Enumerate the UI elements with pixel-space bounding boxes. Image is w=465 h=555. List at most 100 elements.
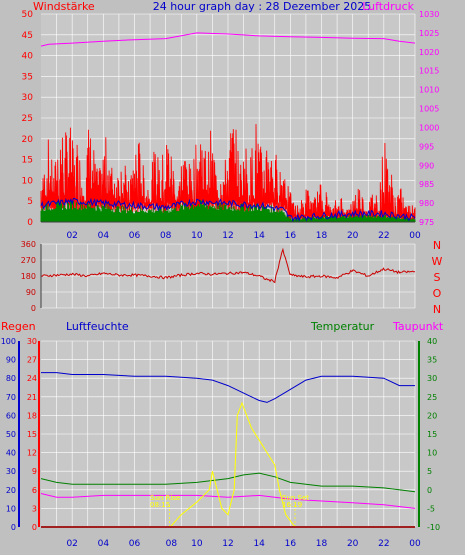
y-tick-label: 9	[32, 467, 37, 476]
x-tick-label: 18	[316, 539, 328, 549]
y-tick-label: 975	[419, 218, 434, 227]
y-tick-label: 1010	[419, 86, 439, 95]
dewpoint-series	[40, 493, 416, 509]
y-tick-label: 80	[6, 374, 16, 383]
y-tick-label: 35	[427, 356, 437, 365]
y-tick-label: 45	[22, 31, 33, 41]
y-tick-label: 0	[427, 486, 432, 495]
y-tick-label: -5	[427, 504, 435, 513]
dewpoint-title: Taupunkt	[392, 320, 444, 333]
y-tick-label: 990	[419, 161, 434, 170]
y-tick-label: 30	[6, 467, 16, 476]
compass-label: N	[433, 239, 441, 252]
y-tick-label: 40	[22, 52, 34, 62]
y-tick-label: 20	[427, 411, 437, 420]
y-tick-label: 40	[427, 337, 437, 346]
pressure-title: Luftdruck	[362, 0, 414, 13]
compass-label: S	[434, 271, 441, 284]
x-tick-label: 02	[66, 539, 77, 549]
compass-label: O	[433, 287, 442, 300]
sunset-label: Sun Set	[282, 494, 309, 502]
y-tick-label: 21	[27, 393, 37, 402]
humidity-title: Luftfeuchte	[66, 320, 129, 333]
x-tick-label: 04	[98, 231, 110, 241]
x-tick-label: 18	[316, 231, 328, 241]
x-tick-label: 08	[166, 539, 178, 549]
compass-label: N	[433, 303, 441, 316]
x-tick-label: 08	[160, 231, 172, 241]
y-tick-label: 24	[27, 374, 37, 383]
y-tick-label: 10	[427, 449, 437, 458]
y-tick-label: 10	[22, 176, 34, 186]
y-tick-label: -10	[427, 523, 440, 532]
y-tick-label: 0	[31, 304, 36, 313]
y-tick-label: 15	[427, 430, 437, 439]
x-tick-label: 22	[378, 231, 389, 241]
x-tick-label: 14	[253, 231, 265, 241]
compass-labels: N W S O N	[432, 239, 443, 316]
y-tick-label: 30	[27, 337, 37, 346]
x-tick-label: 14	[253, 539, 265, 549]
y-tick-label: 985	[419, 180, 434, 189]
x-tick-label: 12	[222, 539, 233, 549]
x-tick-label: 02	[66, 231, 77, 241]
y-tick-label: 50	[22, 10, 34, 20]
temperature-series	[40, 472, 416, 493]
y-tick-label: 100	[1, 337, 16, 346]
y-tick-label: 1030	[419, 10, 439, 19]
y-tick-label: 25	[22, 114, 33, 124]
y-tick-label: 15	[27, 430, 37, 439]
sunshine-series	[169, 401, 296, 528]
y-tick-label: 0	[32, 523, 37, 532]
axes-layer: 0510152025303540455097598098599099510001…	[1, 10, 440, 549]
y-tick-label: 180	[21, 272, 36, 281]
pressure-series	[40, 32, 416, 47]
y-tick-label: 1000	[419, 123, 439, 132]
x-tick-label: 06	[129, 231, 141, 241]
y-tick-label: 50	[6, 430, 16, 439]
y-tick-label: 270	[21, 256, 36, 265]
direction-series	[40, 247, 416, 284]
y-tick-label: 70	[6, 393, 16, 402]
wind-title: Windstärke	[33, 0, 95, 13]
y-tick-label: 980	[419, 199, 434, 208]
x-tick-label: 00	[409, 539, 421, 549]
x-tick-label: 04	[98, 539, 110, 549]
x-tick-label: 16	[285, 539, 297, 549]
y-tick-label: 20	[6, 486, 16, 495]
y-tick-label: 90	[26, 288, 36, 297]
y-tick-label: 360	[21, 240, 36, 249]
x-tick-label: 20	[347, 231, 359, 241]
y-tick-label: 0	[11, 523, 16, 532]
x-tick-label: 22	[378, 539, 389, 549]
x-tick-label: 20	[347, 539, 359, 549]
y-tick-label: 15	[22, 156, 33, 166]
x-tick-label: 00	[409, 231, 421, 241]
graph-title: 24 hour graph day : 28 Dezember 2025	[153, 0, 372, 13]
sunrise-label: Sun Rise	[150, 494, 180, 502]
y-tick-label: 27	[27, 356, 37, 365]
sunset-time: 16:19	[282, 501, 302, 509]
y-tick-label: 995	[419, 142, 434, 151]
y-tick-label: 1005	[419, 105, 439, 114]
humidity-series	[41, 372, 415, 403]
y-tick-label: 5	[427, 467, 432, 476]
y-tick-label: 35	[22, 72, 33, 82]
y-tick-label: 12	[27, 449, 37, 458]
x-tick-label: 12	[222, 231, 233, 241]
y-tick-label: 1015	[419, 67, 439, 76]
y-tick-label: 1020	[419, 48, 439, 57]
y-tick-label: 5	[27, 197, 33, 207]
y-tick-label: 3	[32, 504, 37, 513]
temperature-title: Temperatur	[310, 320, 375, 333]
y-tick-label: 0	[27, 218, 33, 228]
compass-label: W	[432, 255, 443, 268]
y-tick-label: 6	[32, 486, 37, 495]
x-tick-label: 10	[191, 231, 203, 241]
y-tick-label: 25	[427, 393, 437, 402]
green-bars-series	[40, 200, 416, 222]
blue-series	[40, 197, 416, 223]
y-tick-label: 40	[6, 449, 16, 458]
x-tick-label: 06	[129, 539, 141, 549]
